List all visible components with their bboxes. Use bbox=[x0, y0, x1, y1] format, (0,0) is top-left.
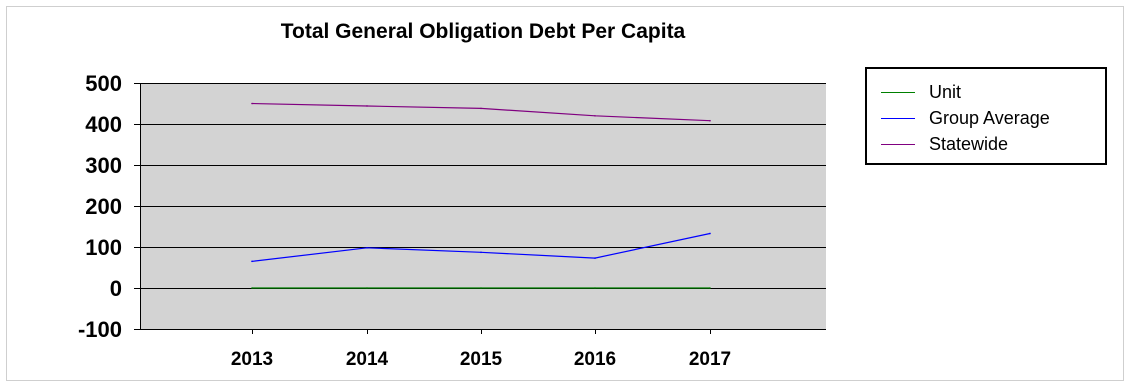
data-point bbox=[594, 115, 596, 117]
x-tick-label: 2014 bbox=[346, 349, 389, 370]
legend-swatch-unit bbox=[881, 91, 915, 93]
data-point bbox=[709, 119, 711, 122]
y-tick-label: 300 bbox=[85, 153, 122, 178]
data-point bbox=[251, 287, 253, 289]
legend-swatch-group-average bbox=[881, 117, 915, 119]
data-point bbox=[594, 287, 596, 289]
legend-item-unit: Unit bbox=[881, 79, 961, 105]
legend-label-unit: Unit bbox=[929, 81, 962, 102]
y-tick-label: 0 bbox=[110, 276, 122, 301]
x-tick-label: 2017 bbox=[689, 349, 731, 370]
data-point bbox=[594, 257, 596, 259]
legend-label-statewide: Statewide bbox=[929, 133, 1009, 154]
x-tick-label: 2013 bbox=[231, 349, 273, 370]
legend-item-group-average: Group Average bbox=[881, 105, 1050, 131]
legend-item-statewide: Statewide bbox=[881, 131, 1008, 157]
y-tick-label: 400 bbox=[85, 112, 122, 137]
data-point bbox=[366, 105, 368, 107]
y-tick-label: 200 bbox=[85, 194, 122, 219]
data-point bbox=[480, 287, 482, 289]
chart-title: Total General Obligation Debt Per Capita bbox=[280, 20, 686, 43]
x-tick-label: 2016 bbox=[574, 349, 616, 370]
legend-label-group-average: Group Average bbox=[929, 107, 1050, 128]
data-point bbox=[251, 260, 253, 263]
legend-swatch-statewide bbox=[881, 143, 915, 145]
data-point bbox=[709, 287, 711, 289]
x-tick-label: 2015 bbox=[460, 349, 503, 370]
data-point bbox=[480, 107, 482, 110]
chart-legend: Unit Group Average Statewide bbox=[865, 67, 1107, 165]
data-point bbox=[709, 232, 711, 235]
data-point bbox=[366, 287, 368, 289]
data-point bbox=[480, 251, 482, 254]
y-tick-label: 100 bbox=[85, 235, 122, 260]
y-tick-label: 500 bbox=[85, 71, 122, 96]
y-tick-label: -100 bbox=[78, 317, 122, 342]
data-point bbox=[366, 247, 368, 249]
data-point bbox=[251, 102, 253, 105]
